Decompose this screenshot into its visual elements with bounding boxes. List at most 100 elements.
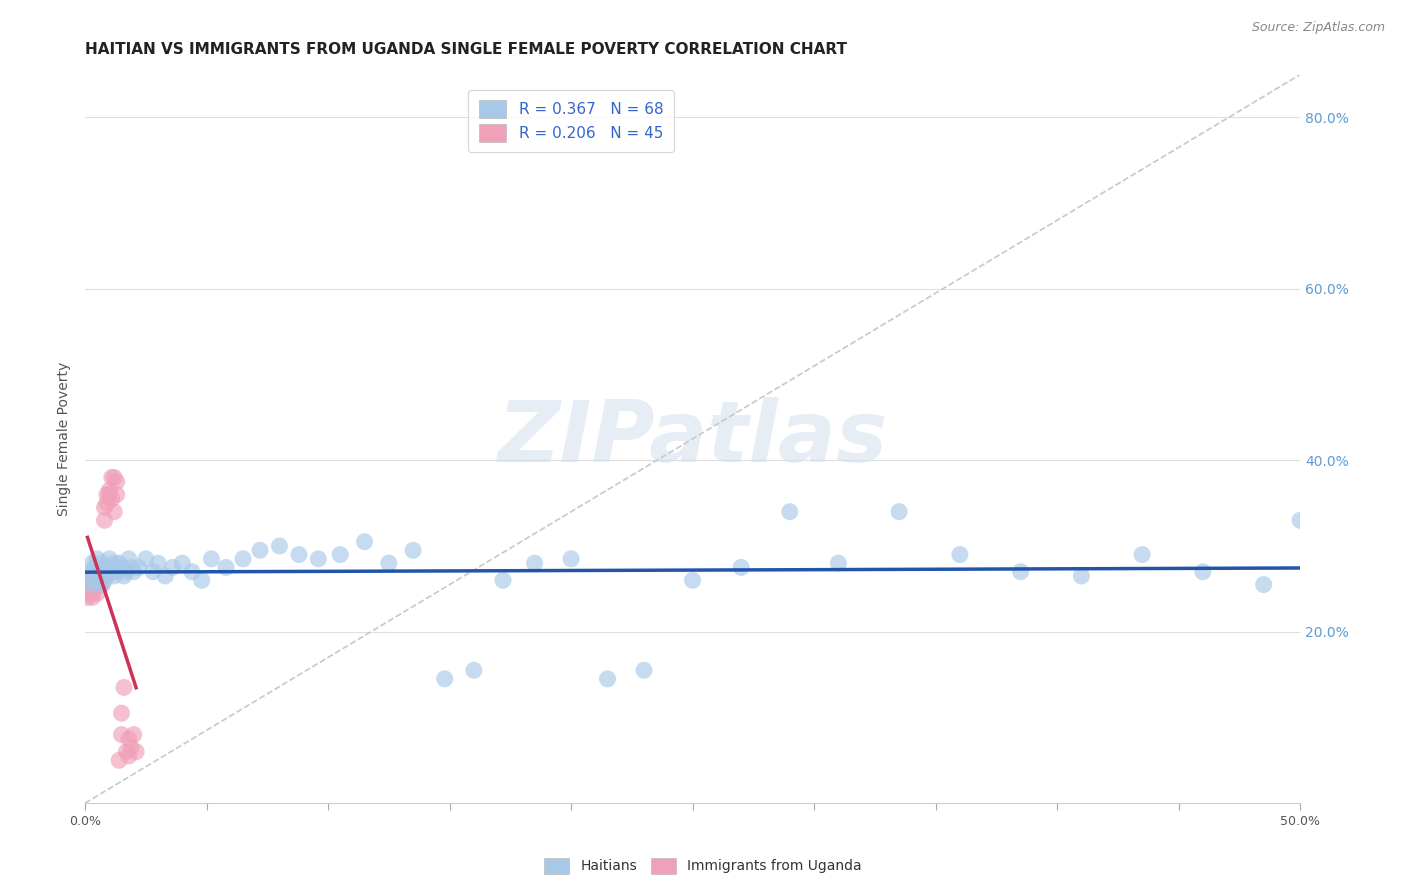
Point bbox=[110, 560, 132, 574]
Point bbox=[103, 569, 125, 583]
Point bbox=[433, 672, 456, 686]
Point bbox=[560, 552, 582, 566]
Point bbox=[91, 577, 114, 591]
Point bbox=[101, 560, 124, 574]
Y-axis label: Single Female Poverty: Single Female Poverty bbox=[58, 362, 72, 516]
Point bbox=[98, 552, 121, 566]
Point bbox=[463, 663, 485, 677]
Point bbox=[103, 470, 125, 484]
Point bbox=[98, 565, 121, 579]
Point bbox=[79, 577, 101, 591]
Point bbox=[162, 560, 184, 574]
Point bbox=[82, 591, 104, 605]
Point bbox=[82, 569, 104, 583]
Point bbox=[128, 560, 150, 574]
Point bbox=[83, 582, 105, 596]
Text: Source: ZipAtlas.com: Source: ZipAtlas.com bbox=[1251, 21, 1385, 34]
Point bbox=[89, 569, 111, 583]
Point bbox=[682, 574, 704, 588]
Point bbox=[1253, 577, 1275, 591]
Point bbox=[112, 681, 135, 695]
Point bbox=[82, 586, 104, 600]
Point bbox=[115, 565, 138, 579]
Point bbox=[1010, 565, 1032, 579]
Point bbox=[118, 731, 141, 746]
Point bbox=[492, 574, 515, 588]
Point bbox=[353, 534, 375, 549]
Point bbox=[1070, 569, 1092, 583]
Point bbox=[288, 548, 311, 562]
Point bbox=[98, 487, 121, 501]
Point bbox=[190, 574, 212, 588]
Point bbox=[827, 556, 849, 570]
Point bbox=[103, 505, 125, 519]
Point bbox=[110, 728, 132, 742]
Point bbox=[76, 591, 98, 605]
Point bbox=[118, 749, 141, 764]
Point bbox=[135, 552, 157, 566]
Point bbox=[402, 543, 425, 558]
Point bbox=[215, 560, 238, 574]
Text: ZIPatlas: ZIPatlas bbox=[498, 397, 887, 481]
Point bbox=[93, 500, 115, 515]
Point bbox=[949, 548, 972, 562]
Point bbox=[79, 582, 101, 596]
Point bbox=[120, 740, 142, 755]
Point bbox=[98, 483, 121, 498]
Point bbox=[86, 574, 108, 588]
Point bbox=[378, 556, 401, 570]
Point bbox=[89, 565, 111, 579]
Text: HAITIAN VS IMMIGRANTS FROM UGANDA SINGLE FEMALE POVERTY CORRELATION CHART: HAITIAN VS IMMIGRANTS FROM UGANDA SINGLE… bbox=[86, 42, 846, 57]
Point bbox=[146, 556, 169, 570]
Point bbox=[122, 728, 145, 742]
Point bbox=[83, 574, 105, 588]
Point bbox=[96, 487, 118, 501]
Point bbox=[1130, 548, 1153, 562]
Point bbox=[1192, 565, 1215, 579]
Point bbox=[523, 556, 546, 570]
Point bbox=[779, 505, 801, 519]
Point bbox=[91, 577, 114, 591]
Point bbox=[118, 552, 141, 566]
Point bbox=[269, 539, 291, 553]
Point bbox=[79, 586, 101, 600]
Point bbox=[83, 569, 105, 583]
Point bbox=[181, 565, 204, 579]
Point bbox=[82, 556, 104, 570]
Point bbox=[91, 569, 114, 583]
Point bbox=[105, 487, 128, 501]
Point bbox=[108, 753, 131, 767]
Point bbox=[89, 577, 111, 591]
Point bbox=[93, 513, 115, 527]
Point bbox=[89, 574, 111, 588]
Point bbox=[1289, 513, 1312, 527]
Point bbox=[115, 745, 138, 759]
Point bbox=[142, 565, 165, 579]
Point bbox=[101, 470, 124, 484]
Point bbox=[76, 574, 98, 588]
Point bbox=[79, 569, 101, 583]
Point bbox=[82, 577, 104, 591]
Point bbox=[93, 560, 115, 574]
Point bbox=[79, 565, 101, 579]
Point bbox=[105, 475, 128, 489]
Point bbox=[86, 569, 108, 583]
Point bbox=[83, 569, 105, 583]
Point bbox=[96, 496, 118, 510]
Point bbox=[249, 543, 271, 558]
Point bbox=[96, 560, 118, 574]
Point bbox=[730, 560, 752, 574]
Point bbox=[887, 505, 910, 519]
Point bbox=[86, 552, 108, 566]
Point bbox=[86, 586, 108, 600]
Point bbox=[86, 577, 108, 591]
Point bbox=[91, 569, 114, 583]
Point bbox=[172, 556, 194, 570]
Point bbox=[329, 548, 352, 562]
Point bbox=[596, 672, 619, 686]
Point bbox=[93, 574, 115, 588]
Legend: Haitians, Immigrants from Uganda: Haitians, Immigrants from Uganda bbox=[537, 851, 869, 880]
Point bbox=[82, 577, 104, 591]
Point bbox=[122, 565, 145, 579]
Point bbox=[96, 569, 118, 583]
